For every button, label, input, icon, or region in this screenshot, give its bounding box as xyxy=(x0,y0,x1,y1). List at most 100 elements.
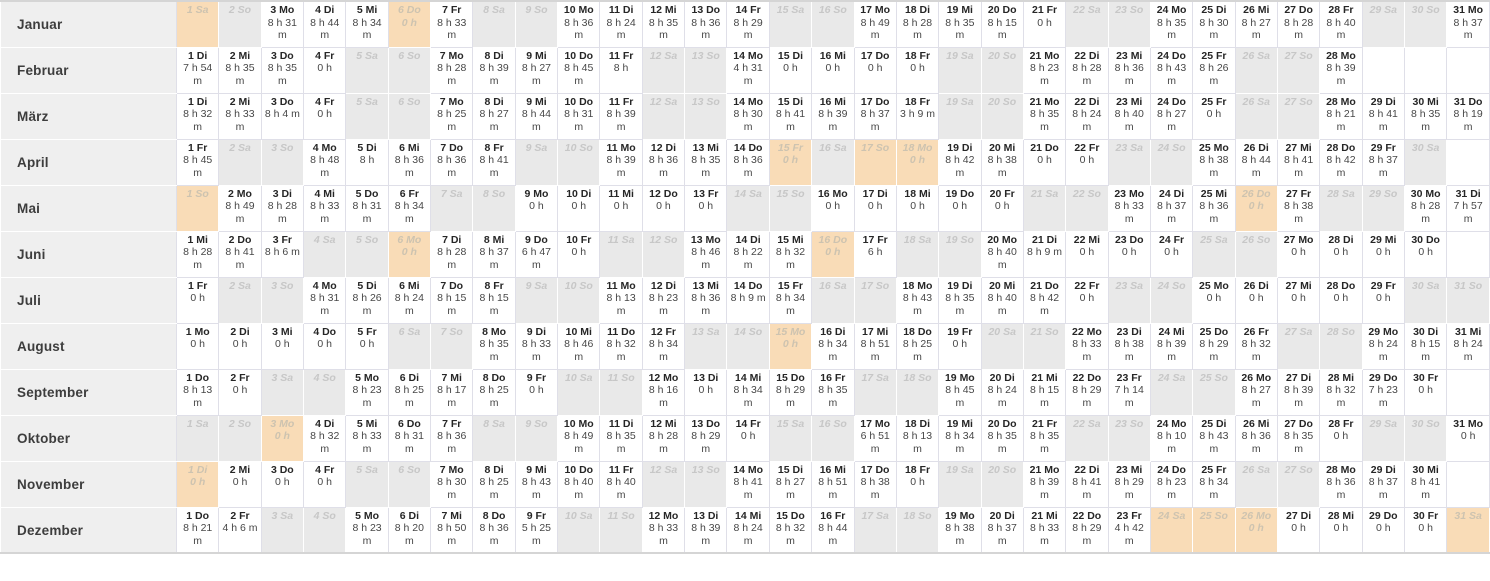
workday-cell[interactable]: 8 Mi 8 h 37 m xyxy=(472,230,516,278)
workday-cell[interactable]: 28 Mo 8 h 39 m xyxy=(1319,46,1363,94)
holiday-day-cell[interactable]: 15 Mo 0 h xyxy=(768,322,813,370)
workday-cell[interactable]: 6 Do 8 h 31 m xyxy=(387,414,432,462)
workday-cell[interactable]: 24 Do 8 h 23 m xyxy=(1149,460,1194,508)
weekend-day-cell[interactable]: 20 Sa xyxy=(980,322,1024,370)
weekend-day-cell[interactable]: 5 So xyxy=(345,230,389,278)
workday-cell[interactable]: 29 Fr 8 h 37 m xyxy=(1361,138,1405,186)
workday-cell[interactable]: 20 Di 8 h 37 m xyxy=(980,506,1024,554)
workday-cell[interactable]: 24 Di 8 h 37 m xyxy=(1149,184,1194,232)
workday-cell[interactable]: 22 Di 8 h 41 m xyxy=(1065,460,1109,508)
workday-cell[interactable]: 5 Di 8 h xyxy=(345,138,389,186)
workday-cell[interactable]: 22 Di 8 h 24 m xyxy=(1065,92,1109,140)
weekend-day-cell[interactable]: 3 Sa xyxy=(260,506,305,554)
weekend-day-cell[interactable]: 3 Sa xyxy=(260,368,305,416)
workday-cell[interactable]: 1 Di 7 h 54 m xyxy=(175,46,220,94)
workday-cell[interactable]: 18 Fr 0 h xyxy=(895,46,940,94)
workday-cell[interactable]: 6 Fr 8 h 34 m xyxy=(387,184,432,232)
workday-cell[interactable]: 7 Mi 8 h 17 m xyxy=(430,368,474,416)
weekend-day-cell[interactable]: 28 Sa xyxy=(1319,184,1363,232)
holiday-day-cell[interactable]: 25 So xyxy=(1192,506,1236,554)
workday-cell[interactable]: 19 Mo 8 h 45 m xyxy=(938,368,982,416)
workday-cell[interactable]: 5 Fr 0 h xyxy=(345,322,389,370)
workday-cell[interactable]: 7 Do 8 h 15 m xyxy=(430,276,474,324)
workday-cell[interactable]: 7 Do 8 h 36 m xyxy=(430,138,474,186)
weekend-day-cell[interactable]: 21 Sa xyxy=(1022,184,1067,232)
workday-cell[interactable]: 2 Fr 4 h 6 m xyxy=(218,506,262,554)
workday-cell[interactable]: 14 Mi 8 h 24 m xyxy=(726,506,770,554)
weekend-day-cell[interactable]: 8 So xyxy=(472,184,516,232)
workday-cell[interactable]: 22 Do 8 h 29 m xyxy=(1065,506,1109,554)
workday-cell[interactable]: 14 Di 8 h 22 m xyxy=(726,230,770,278)
workday-cell[interactable]: 12 Mo 8 h 16 m xyxy=(641,368,686,416)
workday-cell[interactable]: 10 Mi 8 h 46 m xyxy=(557,322,601,370)
workday-cell[interactable]: 12 Di 8 h 23 m xyxy=(641,276,686,324)
weekend-day-cell[interactable]: 22 Sa xyxy=(1065,0,1109,48)
workday-cell[interactable]: 27 Do 8 h 28 m xyxy=(1276,0,1321,48)
holiday-day-cell[interactable]: 16 Do 0 h xyxy=(811,230,855,278)
workday-cell[interactable]: 2 Mo 8 h 49 m xyxy=(218,184,262,232)
workday-cell[interactable]: 7 Fr 8 h 36 m xyxy=(430,414,474,462)
workday-cell[interactable]: 17 Fr 6 h xyxy=(853,230,897,278)
workday-cell[interactable]: 3 Mo 8 h 31 m xyxy=(260,0,305,48)
workday-cell[interactable]: 16 Fr 8 h 44 m xyxy=(811,506,855,554)
workday-cell[interactable]: 23 Mi 8 h 29 m xyxy=(1107,460,1151,508)
holiday-day-cell[interactable]: 26 Do 0 h xyxy=(1234,184,1278,232)
workday-cell[interactable]: 2 Mi 8 h 33 m xyxy=(218,92,262,140)
workday-cell[interactable]: 24 Mi 8 h 39 m xyxy=(1149,322,1194,370)
workday-cell[interactable]: 6 Mi 8 h 36 m xyxy=(387,138,432,186)
weekend-day-cell[interactable]: 21 So xyxy=(1022,322,1067,370)
workday-cell[interactable]: 7 Mo 8 h 28 m xyxy=(430,46,474,94)
workday-cell[interactable]: 27 Di 0 h xyxy=(1276,506,1321,554)
workday-cell[interactable]: 11 Fr 8 h 39 m xyxy=(599,92,643,140)
workday-cell[interactable]: 5 Mo 8 h 23 m xyxy=(345,506,389,554)
workday-cell[interactable]: 12 Do 0 h xyxy=(641,184,686,232)
weekend-day-cell[interactable]: 26 Sa xyxy=(1234,46,1278,94)
workday-cell[interactable]: 21 Fr 8 h 35 m xyxy=(1022,414,1067,462)
workday-cell[interactable]: 18 Mo 8 h 43 m xyxy=(895,276,940,324)
workday-cell[interactable]: 3 Do 8 h 35 m xyxy=(260,46,305,94)
workday-cell[interactable]: 4 Mo 8 h 31 m xyxy=(303,276,347,324)
workday-cell[interactable]: 6 Mi 8 h 24 m xyxy=(387,276,432,324)
workday-cell[interactable]: 19 Mi 8 h 35 m xyxy=(938,0,982,48)
workday-cell[interactable]: 11 Mi 0 h xyxy=(599,184,643,232)
workday-cell[interactable]: 1 Mo 0 h xyxy=(175,322,220,370)
weekend-day-cell[interactable]: 20 So xyxy=(980,92,1024,140)
workday-cell[interactable]: 16 Mi 8 h 51 m xyxy=(811,460,855,508)
workday-cell[interactable]: 19 Fr 0 h xyxy=(938,322,982,370)
holiday-day-cell[interactable]: 31 Sa xyxy=(1446,506,1490,554)
holiday-day-cell[interactable]: 15 Fr 0 h xyxy=(768,138,813,186)
workday-cell[interactable]: 19 Di 8 h 35 m xyxy=(938,276,982,324)
weekend-day-cell[interactable]: 11 So xyxy=(599,368,643,416)
workday-cell[interactable]: 21 Mo 8 h 35 m xyxy=(1022,92,1067,140)
workday-cell[interactable]: 28 Fr 0 h xyxy=(1319,414,1363,462)
weekend-day-cell[interactable]: 18 So xyxy=(895,368,940,416)
weekend-day-cell[interactable]: 24 Sa xyxy=(1149,368,1194,416)
workday-cell[interactable]: 27 Do 8 h 35 m xyxy=(1276,414,1321,462)
workday-cell[interactable]: 17 Mi 8 h 51 m xyxy=(853,322,897,370)
workday-cell[interactable]: 22 Mo 8 h 33 m xyxy=(1065,322,1109,370)
workday-cell[interactable]: 20 Mo 8 h 40 m xyxy=(980,230,1024,278)
workday-cell[interactable]: 12 Di 8 h 36 m xyxy=(641,138,686,186)
weekend-day-cell[interactable]: 9 So xyxy=(514,0,559,48)
weekend-day-cell[interactable]: 20 So xyxy=(980,460,1024,508)
workday-cell[interactable]: 4 Mi 8 h 33 m xyxy=(303,184,347,232)
weekend-day-cell[interactable]: 24 So xyxy=(1149,138,1194,186)
workday-cell[interactable]: 17 Di 0 h xyxy=(853,184,897,232)
weekend-day-cell[interactable]: 8 Sa xyxy=(472,0,516,48)
workday-cell[interactable]: 14 Mo 8 h 41 m xyxy=(726,460,770,508)
workday-cell[interactable]: 12 Fr 8 h 34 m xyxy=(641,322,686,370)
holiday-day-cell[interactable]: 1 Sa xyxy=(175,0,220,48)
workday-cell[interactable]: 22 Do 8 h 29 m xyxy=(1065,368,1109,416)
workday-cell[interactable]: 16 Mo 0 h xyxy=(811,184,855,232)
workday-cell[interactable]: 4 Di 8 h 44 m xyxy=(303,0,347,48)
workday-cell[interactable]: 30 Mo 8 h 28 m xyxy=(1403,184,1448,232)
workday-cell[interactable]: 13 Mo 8 h 46 m xyxy=(684,230,728,278)
weekend-day-cell[interactable]: 5 Sa xyxy=(345,460,389,508)
weekend-day-cell[interactable]: 5 Sa xyxy=(345,46,389,94)
holiday-day-cell[interactable]: 24 Sa xyxy=(1149,506,1194,554)
workday-cell[interactable]: 15 Di 0 h xyxy=(768,46,813,94)
workday-cell[interactable]: 18 Do 8 h 25 m xyxy=(895,322,940,370)
weekend-day-cell[interactable]: 25 So xyxy=(1192,368,1236,416)
workday-cell[interactable]: 9 Fr 0 h xyxy=(514,368,559,416)
holiday-day-cell[interactable]: 3 Mo 0 h xyxy=(260,414,305,462)
